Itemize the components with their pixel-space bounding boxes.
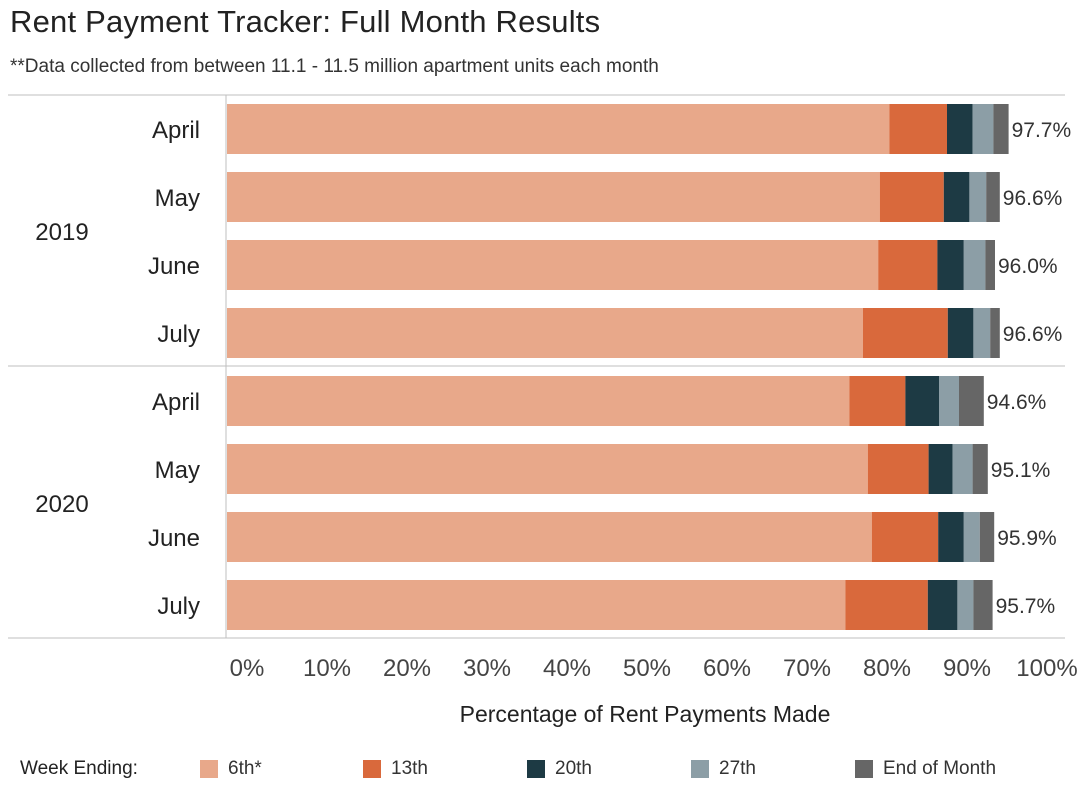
legend-swatch [363, 760, 381, 778]
bar-segment-5 [993, 104, 1009, 154]
x-tick-label: 90% [943, 655, 991, 682]
x-tick-label: 30% [463, 655, 511, 682]
legend-label: 6th* [228, 758, 262, 779]
bar-segment-2 [879, 172, 944, 222]
legend-swatch [200, 760, 218, 778]
legend-label: End of Month [883, 758, 997, 779]
bar-segment-2 [878, 240, 938, 290]
x-tick-label: 0% [230, 655, 265, 682]
x-tick-label: 60% [703, 655, 751, 682]
x-tick-label: 10% [303, 655, 351, 682]
bar-segment-2 [889, 104, 947, 154]
month-label: July [157, 593, 200, 620]
bar-segment-2 [849, 376, 906, 426]
bar-segment-5 [979, 512, 995, 562]
bar-segment-4 [973, 308, 991, 358]
legend-label: 20th [555, 758, 592, 779]
bar-segment-4 [957, 580, 974, 630]
legend-swatch [691, 760, 709, 778]
bar-segment-4 [963, 512, 980, 562]
bar-segment-2 [863, 308, 948, 358]
total-label: 96.6% [1003, 323, 1063, 346]
bar-segment-3 [927, 580, 958, 630]
bar-segment-3 [947, 308, 974, 358]
total-label: 96.6% [1003, 187, 1063, 210]
bar-segment-1 [227, 308, 863, 358]
bar-segment-2 [867, 444, 929, 494]
bar-segment-5 [972, 444, 988, 494]
month-label: April [152, 389, 200, 416]
bar-segment-5 [985, 240, 995, 290]
legend-item: 20th [527, 758, 592, 780]
group-label-2020: 2020 [35, 491, 88, 518]
total-label: 94.6% [987, 391, 1047, 414]
month-label: June [148, 253, 200, 280]
total-label: 97.7% [1012, 119, 1072, 142]
bar-segment-3 [937, 240, 964, 290]
month-label: May [155, 457, 200, 484]
bar-segment-5 [973, 580, 993, 630]
bar-segment-5 [990, 308, 1000, 358]
bar-segment-5 [959, 376, 984, 426]
bar-segment-3 [943, 172, 970, 222]
total-label: 95.7% [996, 595, 1056, 618]
x-tick-label: 20% [383, 655, 431, 682]
legend-item: 13th [363, 758, 428, 780]
x-tick-label: 40% [543, 655, 591, 682]
legend-swatch [855, 760, 873, 778]
legend-label: 13th [391, 758, 428, 779]
bar-segment-1 [227, 512, 872, 562]
legend-item: 27th [691, 758, 756, 780]
x-tick-label: 100% [1016, 655, 1077, 682]
bar-segment-4 [939, 376, 959, 426]
legend-item: End of Month [855, 758, 996, 780]
x-tick-label: 70% [783, 655, 831, 682]
bar-segment-3 [928, 444, 953, 494]
bar-segment-3 [905, 376, 939, 426]
month-label: July [157, 321, 200, 348]
x-tick-label: 80% [863, 655, 911, 682]
bar-segment-4 [963, 240, 986, 290]
bar-segment-1 [227, 444, 868, 494]
legend-label: 27th [719, 758, 756, 779]
bar-segment-1 [227, 240, 879, 290]
group-label-2019: 2019 [35, 219, 88, 246]
month-label: June [148, 525, 200, 552]
bar-segment-4 [972, 104, 994, 154]
bar-segment-1 [227, 580, 846, 630]
total-label: 95.9% [997, 527, 1057, 550]
bar-segment-4 [952, 444, 973, 494]
chart-subtitle: **Data collected from between 11.1 - 11.… [10, 56, 659, 77]
x-axis-label: Percentage of Rent Payments Made [460, 701, 831, 727]
legend-swatch [527, 760, 545, 778]
x-tick-label: 50% [623, 655, 671, 682]
chart-title: Rent Payment Tracker: Full Month Results [10, 4, 601, 39]
bar-segment-1 [227, 172, 880, 222]
bar-segment-4 [969, 172, 987, 222]
bar-segment-3 [947, 104, 973, 154]
month-label: April [152, 117, 200, 144]
total-label: 96.0% [998, 255, 1058, 278]
month-label: May [155, 185, 200, 212]
bar-segment-5 [986, 172, 1000, 222]
bar-segment-2 [871, 512, 939, 562]
legend-item: 6th* [200, 758, 262, 780]
legend-title: Week Ending: [20, 758, 138, 779]
bar-segment-1 [227, 104, 890, 154]
bar-segment-3 [938, 512, 964, 562]
total-label: 95.1% [991, 459, 1051, 482]
bar-segment-2 [845, 580, 928, 630]
bar-segment-1 [227, 376, 850, 426]
